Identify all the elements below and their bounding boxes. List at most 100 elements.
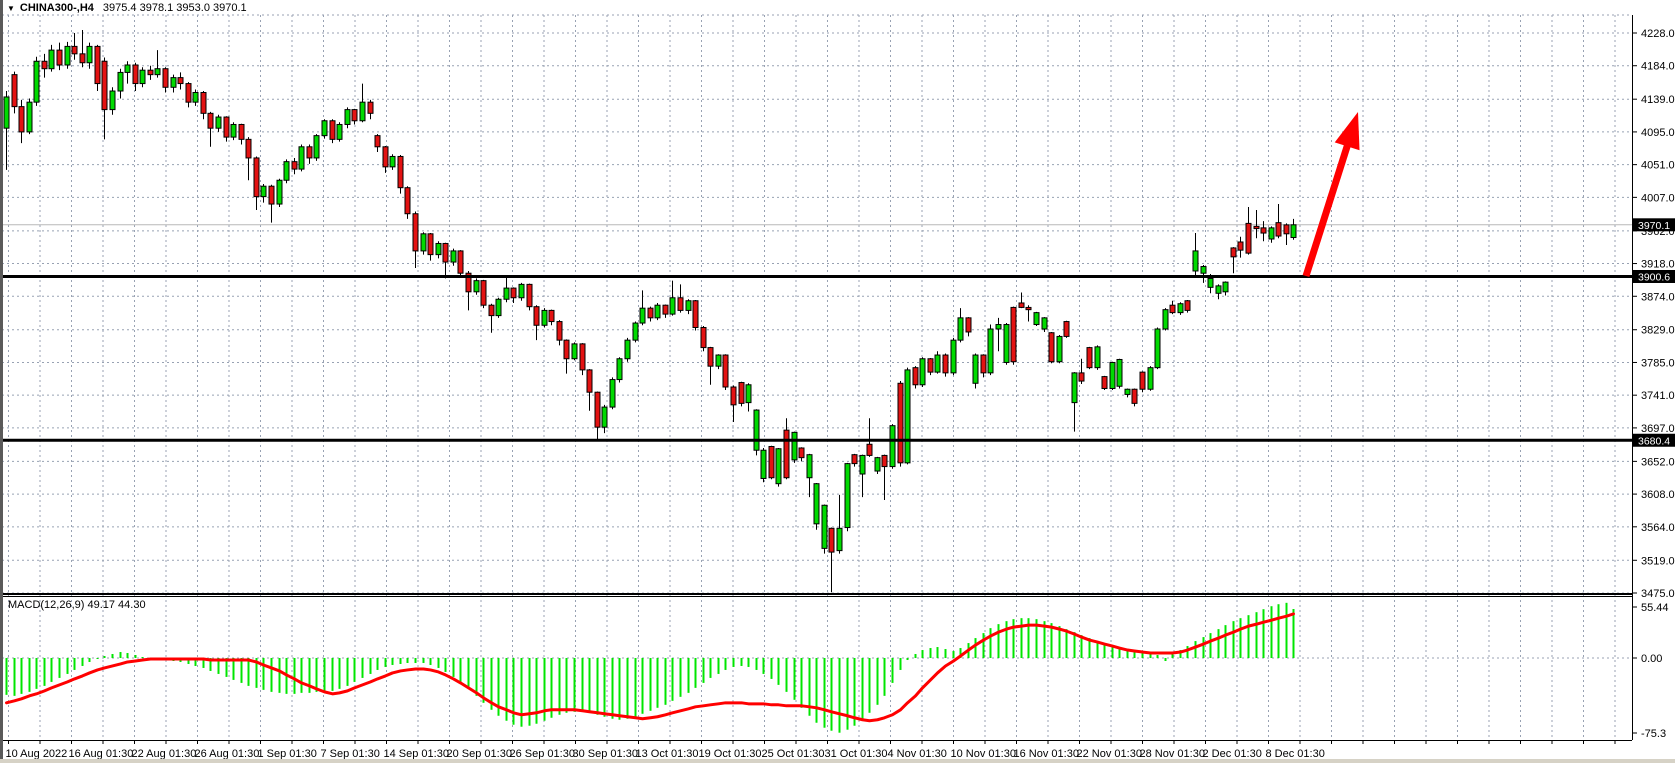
bull-candle (995, 324, 1002, 330)
bull-candle (571, 343, 578, 360)
bull-candle (276, 179, 283, 205)
bull-candle (919, 358, 926, 386)
bear-candle (101, 60, 108, 111)
bull-candle (503, 287, 510, 300)
chart-header: ▼ CHINA300-,H4 3975.4 3978.1 3953.0 3970… (7, 2, 247, 14)
up-arrow-shaft[interactable] (1302, 139, 1353, 278)
bear-candle (1086, 347, 1093, 369)
bull-candle (124, 64, 131, 73)
bull-candle (1056, 335, 1063, 363)
price-axis-label: 3874.0 (1641, 291, 1675, 303)
up-arrow-head[interactable] (1334, 112, 1360, 151)
bear-candle (329, 120, 336, 140)
price-axis-label: 4051.0 (1641, 160, 1675, 172)
time-axis-label: 20 Sep 01:30 (447, 748, 512, 760)
bull-candle (215, 116, 222, 129)
bull-candle (3, 96, 10, 129)
bear-candle (677, 297, 684, 311)
bull-candle (473, 280, 480, 293)
bull-candle (806, 454, 813, 479)
price-axis-label: 3475.0 (1641, 588, 1675, 600)
bull-candle (1268, 227, 1275, 240)
bear-candle (1010, 306, 1017, 363)
window-bottom-strip (0, 759, 1675, 763)
bear-candle (132, 64, 139, 85)
bull-candle (1071, 372, 1078, 404)
bear-candle (662, 304, 669, 315)
bull-candle (821, 504, 828, 549)
bear-candle (798, 447, 805, 459)
bull-candle (1215, 285, 1222, 294)
hline-tag-label: 3680.4 (1638, 435, 1670, 447)
bear-candle (245, 138, 252, 159)
bull-candle (609, 379, 616, 408)
bear-candle (897, 382, 904, 464)
bear-candle (1230, 247, 1237, 258)
price-axis-label: 3652.0 (1641, 456, 1675, 468)
bear-candle (185, 83, 192, 103)
macd-signal-line (5, 612, 1295, 723)
bull-candle (298, 146, 305, 170)
bear-candle (1048, 332, 1055, 363)
bull-candle (889, 425, 896, 468)
bull-candle (435, 242, 442, 256)
bear-candle (71, 45, 78, 55)
bull-candle (450, 250, 457, 263)
bear-candle (397, 155, 404, 189)
bear-candle (730, 386, 737, 406)
bear-candle (412, 213, 419, 252)
price-axis-label: 3697.0 (1641, 423, 1675, 435)
bear-candle (1237, 241, 1244, 251)
bull-candle (230, 123, 237, 138)
bear-candle (306, 146, 313, 159)
bull-candle (541, 309, 548, 326)
bear-candle (457, 250, 464, 274)
bear-candle (1260, 227, 1267, 234)
bull-candle (987, 328, 994, 374)
bear-candle (351, 109, 358, 122)
bull-candle (1177, 303, 1184, 314)
bull-candle (1154, 328, 1161, 369)
bear-candle (177, 77, 184, 85)
bull-candle (1124, 388, 1131, 395)
symbol-dropdown-icon[interactable]: ▼ (7, 3, 15, 13)
bear-candle (579, 343, 586, 371)
bear-candle (223, 116, 230, 138)
time-axis-label: 26 Aug 01:30 (195, 748, 260, 760)
time-axis-label: 16 Nov 01:30 (1014, 748, 1079, 760)
bull-candle (791, 431, 798, 461)
price-axis-label: 4184.0 (1641, 61, 1675, 73)
bull-candle (313, 135, 320, 159)
bear-candle (1283, 224, 1290, 235)
bull-candle (601, 406, 608, 428)
bull-candle (715, 354, 722, 367)
bear-candle (594, 391, 601, 428)
price-axis-label: 3785.0 (1641, 357, 1675, 369)
bear-candle (253, 157, 260, 198)
bear-candle (548, 309, 555, 323)
bear-candle (980, 354, 987, 374)
bull-candle (1200, 266, 1207, 274)
time-axis-label: 25 Oct 01:30 (762, 748, 825, 760)
time-axis-label: 1 Sep 01:30 (258, 748, 317, 760)
bear-candle (382, 146, 389, 168)
bull-candle (336, 123, 343, 140)
bear-candle (526, 283, 533, 308)
bull-candle (117, 71, 124, 92)
bear-candle (866, 443, 873, 456)
bear-candle (94, 45, 101, 85)
bull-candle (344, 109, 351, 125)
bear-candle (1184, 300, 1191, 311)
time-axis-label: 13 Oct 01:30 (636, 748, 699, 760)
bear-candle (200, 91, 207, 114)
time-axis-label: 19 Oct 01:30 (699, 748, 762, 760)
bear-candle (912, 367, 919, 386)
bull-candle (389, 155, 396, 168)
bear-candle (563, 339, 570, 360)
macd-indicator-label: MACD(12,26,9) 49.17 44.30 (8, 599, 146, 611)
bear-candle (442, 242, 449, 263)
bull-candle (957, 317, 964, 341)
time-axis-label: 22 Nov 01:30 (1077, 748, 1142, 760)
price-axis-label: 3918.0 (1641, 259, 1675, 271)
